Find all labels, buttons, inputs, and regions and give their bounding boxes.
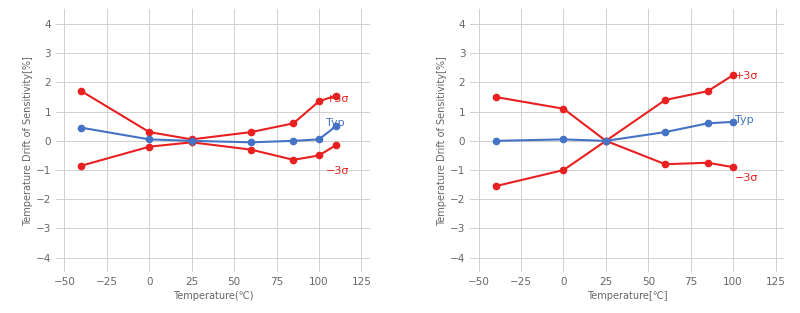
Text: −3σ: −3σ [326,166,349,176]
X-axis label: Temperature[℃]: Temperature[℃] [586,291,667,301]
Y-axis label: Temperature Drift of Sensitivity[%]: Temperature Drift of Sensitivity[%] [437,56,447,226]
Text: Typ: Typ [735,115,754,125]
Text: −3σ: −3σ [735,173,758,183]
Text: +3σ: +3σ [735,71,758,81]
Y-axis label: Temperature Drift of Sensitivity[%]: Temperature Drift of Sensitivity[%] [23,56,33,226]
Text: +3σ: +3σ [326,94,349,104]
X-axis label: Temperature(℃): Temperature(℃) [173,291,253,301]
Text: Typ: Typ [326,118,344,128]
